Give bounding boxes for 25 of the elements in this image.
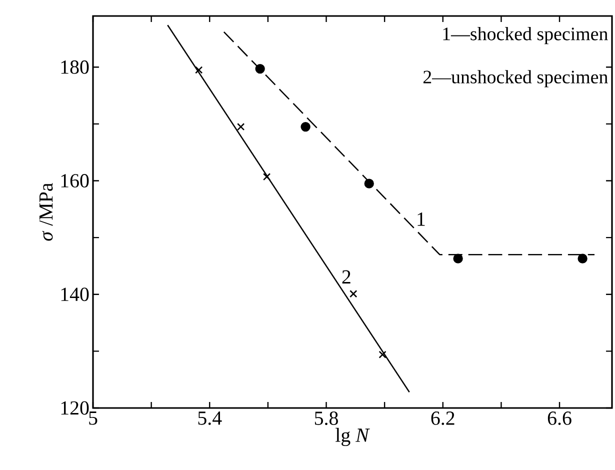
point (378, 350, 386, 358)
x-tick-label: 6.2 (431, 412, 454, 425)
y-tick-label: 160 (61, 174, 89, 188)
x-tick-label: 5.8 (314, 412, 338, 426)
point (262, 172, 271, 181)
point (195, 66, 203, 74)
annotation: 2—unshocked specimen (423, 70, 608, 88)
x-tick-label: 5.4 (198, 412, 222, 425)
x-axis-title: lg N (336, 428, 370, 446)
series-label: 2 (342, 270, 350, 284)
y-tick-label: 120 (61, 401, 89, 415)
point (255, 64, 265, 74)
annotation: 1—shocked specimen (443, 27, 608, 44)
point (453, 254, 463, 264)
point (350, 290, 358, 298)
x-tick-label: 6.6 (548, 412, 572, 425)
point (237, 122, 245, 131)
series-label: 1 (418, 212, 425, 226)
y-tick-label: 140 (61, 288, 89, 302)
point (578, 254, 588, 264)
x-tick-label: 5 (89, 412, 98, 425)
y-tick-label: 180 (61, 60, 89, 74)
point (300, 122, 310, 132)
y-axis-title: σ /MPa (39, 182, 53, 241)
point (364, 178, 374, 188)
